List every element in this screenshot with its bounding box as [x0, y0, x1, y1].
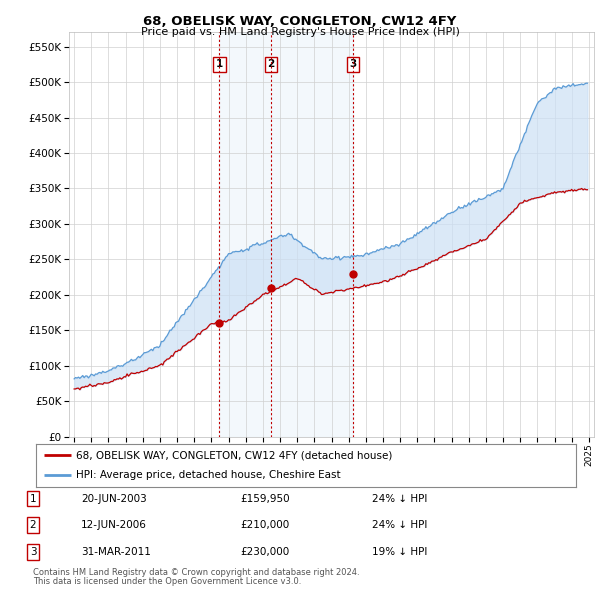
- Text: 68, OBELISK WAY, CONGLETON, CW12 4FY (detached house): 68, OBELISK WAY, CONGLETON, CW12 4FY (de…: [77, 450, 393, 460]
- Text: £210,000: £210,000: [240, 520, 289, 530]
- Text: Contains HM Land Registry data © Crown copyright and database right 2024.: Contains HM Land Registry data © Crown c…: [33, 568, 359, 577]
- Text: This data is licensed under the Open Government Licence v3.0.: This data is licensed under the Open Gov…: [33, 578, 301, 586]
- Text: 2: 2: [268, 60, 275, 70]
- Text: 24% ↓ HPI: 24% ↓ HPI: [372, 520, 427, 530]
- Text: 24% ↓ HPI: 24% ↓ HPI: [372, 494, 427, 503]
- Bar: [220, 32, 353, 437]
- Text: HPI: Average price, detached house, Cheshire East: HPI: Average price, detached house, Ches…: [77, 470, 341, 480]
- Text: £159,950: £159,950: [240, 494, 290, 503]
- Text: £230,000: £230,000: [240, 548, 289, 557]
- Text: 12-JUN-2006: 12-JUN-2006: [81, 520, 147, 530]
- Text: 68, OBELISK WAY, CONGLETON, CW12 4FY: 68, OBELISK WAY, CONGLETON, CW12 4FY: [143, 15, 457, 28]
- Text: 31-MAR-2011: 31-MAR-2011: [81, 548, 151, 557]
- Text: Price paid vs. HM Land Registry's House Price Index (HPI): Price paid vs. HM Land Registry's House …: [140, 27, 460, 37]
- Text: 1: 1: [216, 60, 223, 70]
- Text: 2: 2: [29, 520, 37, 530]
- Text: 1: 1: [29, 494, 37, 503]
- Text: 20-JUN-2003: 20-JUN-2003: [81, 494, 147, 503]
- Text: 3: 3: [349, 60, 356, 70]
- Text: 3: 3: [29, 548, 37, 557]
- Text: 19% ↓ HPI: 19% ↓ HPI: [372, 548, 427, 557]
